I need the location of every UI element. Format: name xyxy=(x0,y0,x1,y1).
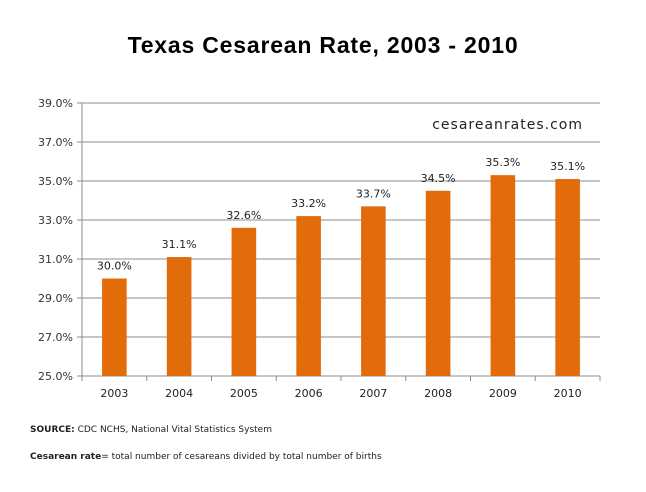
x-tick-label-2004: 2004 xyxy=(165,387,193,400)
y-tick-label: 31.0% xyxy=(38,253,73,266)
y-tick-label: 27.0% xyxy=(38,331,73,344)
y-tick-label: 33.0% xyxy=(38,214,73,227)
chart-title: Texas Cesarean Rate, 2003 - 2010 xyxy=(127,32,519,58)
x-tick-label-2005: 2005 xyxy=(230,387,258,400)
bar-2003 xyxy=(102,278,127,376)
bar-2009 xyxy=(490,175,516,376)
x-tick-label-2003: 2003 xyxy=(100,387,128,400)
y-tick-label: 29.0% xyxy=(38,292,73,305)
x-tick-label-2010: 2010 xyxy=(554,387,582,400)
data-labels: 30.0% 31.1% 32.6% 33.2% 33.7% 34.5% 35.3% 35.1% xyxy=(97,156,585,272)
source-label: SOURCE: xyxy=(30,425,75,435)
definition-note: Cesarean rate= total number of cesareans… xyxy=(30,452,382,462)
x-tick-label-2006: 2006 xyxy=(295,387,323,400)
bar-2007 xyxy=(361,206,386,376)
bar-2006 xyxy=(296,216,321,376)
bar-chart: 25.0% 27.0% 29.0% 31.0% 33.0% 35.0% 37.0% 39.0%… xyxy=(38,97,601,400)
watermark-text: cesareanrates.com xyxy=(432,117,583,133)
data-label-2004: 31.1% xyxy=(162,238,197,251)
y-tick-label: 39.0% xyxy=(38,97,73,110)
axes: 25.0% 27.0% 29.0% 31.0% 33.0% 35.0% 37.0% 39.0%… xyxy=(38,97,601,400)
x-tick-label-2007: 2007 xyxy=(359,387,387,400)
x-tick-label-2008: 2008 xyxy=(424,387,452,400)
data-label-2003: 30.0% xyxy=(97,260,132,273)
definition-label: Cesarean rate xyxy=(30,452,102,462)
bar-2004 xyxy=(166,257,192,376)
data-label-2010: 35.1% xyxy=(550,160,585,173)
bar-2010 xyxy=(555,179,580,376)
data-label-2009: 35.3% xyxy=(485,156,520,169)
definition-text: = total number of cesareans divided by t… xyxy=(101,452,382,462)
data-label-2007: 33.7% xyxy=(356,187,391,200)
bar-2008 xyxy=(425,190,451,376)
data-label-2006: 33.2% xyxy=(291,197,326,210)
y-tick-label: 35.0% xyxy=(38,175,73,188)
source-text: CDC NCHS, National Vital Statistics Syst… xyxy=(74,425,272,435)
source-note: SOURCE: CDC NCHS, National Vital Statist… xyxy=(30,425,272,435)
x-tick-label-2009: 2009 xyxy=(489,387,517,400)
bars xyxy=(102,175,580,376)
bar-2005 xyxy=(231,227,257,376)
data-label-2005: 32.6% xyxy=(226,209,261,222)
gridlines xyxy=(82,102,600,338)
data-label-2008: 34.5% xyxy=(421,172,456,185)
y-tick-label: 37.0% xyxy=(38,136,73,149)
y-tick-label: 25.0% xyxy=(38,370,73,383)
